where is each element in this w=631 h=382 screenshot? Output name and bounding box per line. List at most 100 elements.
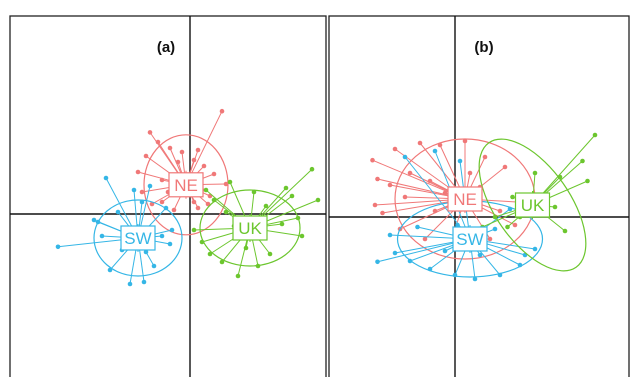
group-label-uk: UK [238,219,262,238]
point-uk [552,204,558,210]
point-sw [167,241,173,247]
point-sw [143,249,149,255]
point-ne [195,147,201,153]
point-uk [279,221,285,227]
point-uk [203,187,209,193]
point-ne [487,236,493,242]
point-uk [283,185,289,191]
point-sw [442,248,448,254]
point-sw [507,206,513,212]
point-sw [452,272,458,278]
point-ne [462,138,468,144]
point-uk [510,194,515,200]
point-ne [149,201,155,207]
point-sw [127,281,133,287]
group-label-sw: SW [456,230,483,249]
point-ne [380,210,385,216]
point-sw [375,259,380,265]
group-label-ne: NE [453,190,477,209]
point-sw [91,217,97,223]
point-ne [159,199,165,205]
panel-a: (a) NE SW UK [10,16,326,377]
point-ne [139,189,145,195]
point-uk [199,239,205,245]
point-ne [387,182,393,188]
point-uk [267,251,273,257]
point-ne [167,145,173,151]
point-uk [505,224,510,230]
point-ne [143,153,149,159]
point-uk [243,245,249,251]
point-ne [497,208,503,214]
point-sw [415,224,420,230]
label-box-sw [120,225,156,251]
point-ne [211,171,217,177]
point-ne [370,157,375,163]
panel-a-title: (a) [157,39,175,56]
point-ne [147,130,153,135]
point-ne [155,139,161,145]
group-label-sw: SW [124,229,151,248]
point-uk [191,227,197,233]
point-sw [169,227,175,233]
point-sw [55,244,61,250]
point-ne [195,205,201,211]
point-sw [532,246,538,252]
group-label-ne: NE [174,176,198,195]
point-uk [562,228,568,234]
point-sw [427,266,433,272]
point-ne [512,222,518,228]
point-sw [455,222,460,228]
point-sw [517,262,523,268]
panel-a-frame [9,15,327,382]
point-uk [235,273,241,279]
label-box-uk [514,192,551,218]
point-sw [457,158,463,164]
point-uk [299,233,305,239]
point-sw [107,267,113,273]
point-uk [263,203,269,209]
point-ne [422,236,428,242]
point-sw [103,175,109,181]
point-sw [147,183,153,189]
point-sw [402,154,408,160]
point-uk [251,189,257,195]
point-sw [432,148,438,154]
point-ne [201,163,207,169]
ellipse-sw [93,199,183,277]
point-ne [191,199,197,205]
ellipse-uk [478,138,587,272]
panel-b: (b) NE SW UK [329,16,629,377]
point-ne [223,181,229,187]
point-ne [375,176,380,182]
point-ne [442,190,448,196]
point-ne [171,207,177,213]
point-ne [392,146,398,152]
point-ne [437,142,443,148]
point-sw [472,276,478,282]
point-ne [427,178,433,184]
point-ne [467,170,473,176]
point-uk [492,214,498,220]
point-uk [315,197,321,203]
point-ne [407,170,413,176]
ellipse-uk [199,189,301,267]
point-sw [392,250,398,256]
point-ne [372,202,378,208]
point-uk [207,251,213,257]
point-ne [191,157,197,163]
point-sw [387,232,393,238]
point-sw [131,187,137,193]
point-uk [585,178,590,184]
point-ne [417,140,423,146]
point-sw [139,199,145,205]
point-uk [592,132,598,138]
label-box-ne [168,172,204,198]
point-uk [223,209,229,215]
point-ne [179,149,185,155]
point-sw [159,233,165,239]
point-uk [211,197,217,203]
point-uk [295,215,301,221]
